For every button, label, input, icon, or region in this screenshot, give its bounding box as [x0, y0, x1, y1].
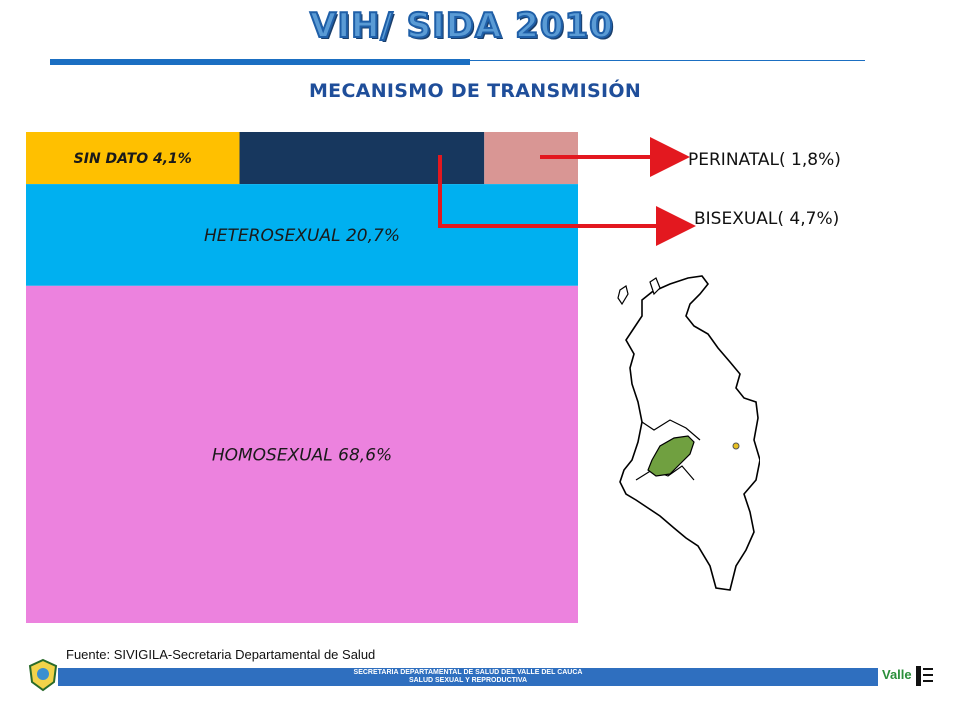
treemap-label-homosexual: HOMOSEXUAL 68,6%	[212, 445, 392, 465]
valle-logo-text: Valle	[882, 667, 912, 682]
dept-border-2	[635, 465, 695, 481]
treemap-cell-perinatal	[484, 132, 578, 185]
footer-bar	[58, 668, 878, 686]
seal-logo-icon	[28, 658, 58, 692]
chart-subtitle: MECANISMO DE TRANSMISIÓN	[308, 80, 642, 102]
treemap-cell-bisexual	[239, 132, 485, 185]
dept-border-1	[641, 419, 701, 441]
title-underline-thin	[470, 60, 865, 61]
capital-marker	[732, 442, 740, 450]
island	[617, 285, 629, 306]
valle-logo-icon: Valle	[882, 666, 933, 686]
title-underline-thick	[50, 59, 470, 65]
island-2	[649, 277, 661, 296]
treemap-label-heterosexual: HETEROSEXUAL 20,7%	[204, 226, 400, 246]
footer-line-2: SALUD SEXUAL Y REPRODUCTIVA	[408, 677, 528, 684]
footer-line-1: SECRETARIA DEPARTAMENTAL DE SALUD DEL VA…	[353, 669, 583, 676]
callout-perinatal: PERINATAL( 1,8%)	[688, 150, 841, 170]
colombia-outline	[619, 275, 760, 591]
valle-highlight	[647, 435, 695, 477]
source-note: Fuente: SIVIGILA-Secretaria Departamenta…	[66, 647, 376, 662]
treemap-cell-homosexual	[26, 285, 578, 623]
callout-bisexual: BISEXUAL( 4,7%)	[694, 209, 840, 229]
treemap-chart: SIN DATO 4,1% HETEROSEXUAL 20,7% HOMOSEXUA…	[26, 132, 578, 623]
page-title: VIH/ SIDA 2010	[309, 5, 614, 47]
treemap-label-sin-dato: SIN DATO 4,1%	[74, 151, 192, 167]
treemap-cell-sin-dato	[26, 132, 240, 185]
colombia-map	[617, 275, 760, 591]
